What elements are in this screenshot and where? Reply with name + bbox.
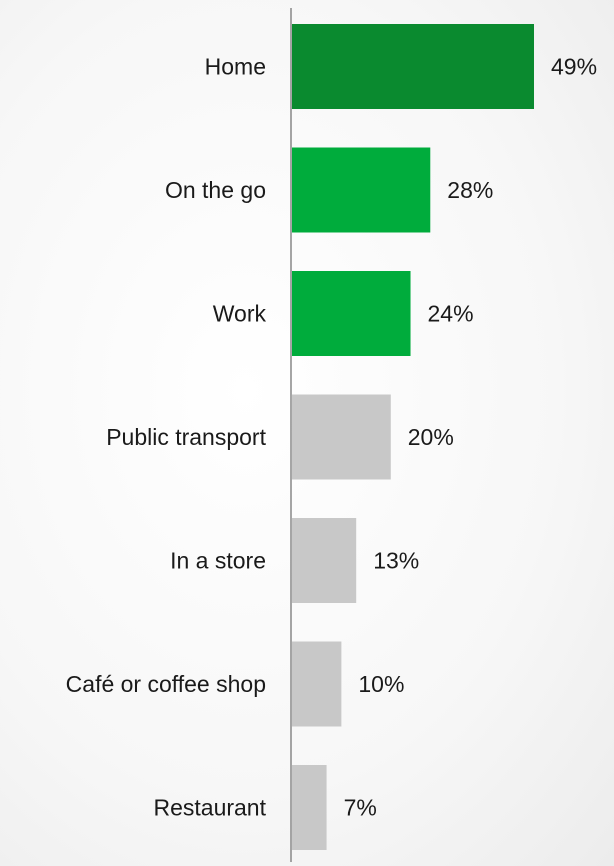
bar-in-a-store [292,518,357,603]
category-label-work: Work [213,301,267,327]
value-label-public-transport: 20% [408,424,454,450]
category-label-restaurant: Restaurant [153,795,266,821]
value-label-work: 24% [428,301,474,327]
bars-layer [292,24,534,850]
bar-public-transport [292,394,391,480]
category-label-in-a-store: In a store [170,548,266,574]
bar-cafe-or-coffee-shop [292,641,342,727]
bar-home [292,24,534,109]
labels-layer: Home 49% On the go 28% Work 24% Public transpo… [66,54,597,821]
value-label-in-a-store: 13% [373,548,419,574]
value-label-cafe-or-coffee-shop: 10% [358,671,404,697]
category-label-on-the-go: On the go [165,177,266,203]
value-label-restaurant: 7% [344,795,377,821]
category-label-public-transport: Public transport [106,424,266,450]
bar-restaurant [292,765,327,850]
category-label-home: Home [205,54,266,80]
category-label-cafe-or-coffee-shop: Café or coffee shop [66,671,266,697]
bar-work [292,271,411,356]
bar-on-the-go [292,147,431,233]
value-label-home: 49% [551,54,597,80]
value-label-on-the-go: 28% [447,177,493,203]
